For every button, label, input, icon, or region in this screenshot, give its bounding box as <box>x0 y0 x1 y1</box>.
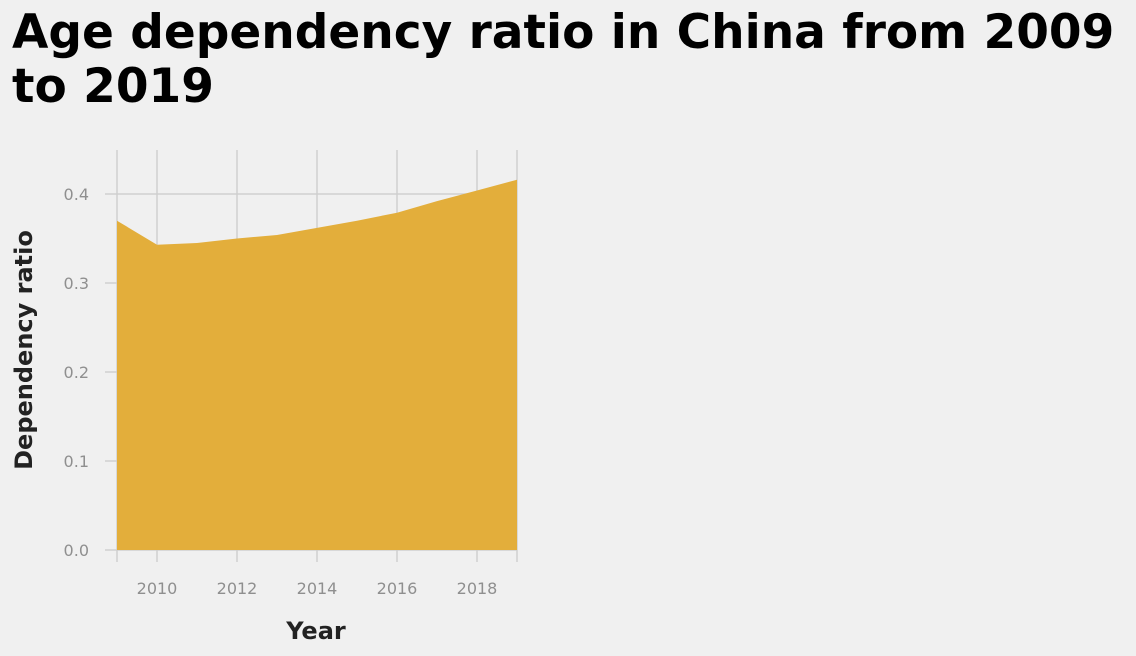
x-tick-label: 2012 <box>217 579 258 598</box>
y-tick-labels: 0.0 0.1 0.2 0.3 0.4 <box>64 185 89 560</box>
area-series <box>117 179 517 550</box>
x-tick-label: 2018 <box>457 579 498 598</box>
x-tick-label: 2016 <box>377 579 418 598</box>
y-axis-label: Dependency ratio <box>10 230 38 470</box>
x-tick-label: 2014 <box>297 579 338 598</box>
y-tick-label: 0.3 <box>64 274 89 293</box>
x-tick-label: 2010 <box>137 579 178 598</box>
x-axis-label: Year <box>285 617 346 645</box>
x-tick-labels: 2010 2012 2014 2016 2018 <box>137 579 498 598</box>
y-tick-label: 0.0 <box>64 541 89 560</box>
y-tick-label: 0.2 <box>64 363 89 382</box>
y-tick-label: 0.4 <box>64 185 89 204</box>
chart-title: Age dependency ratio in China from 2009 … <box>12 5 1115 114</box>
y-tick-label: 0.1 <box>64 452 89 471</box>
